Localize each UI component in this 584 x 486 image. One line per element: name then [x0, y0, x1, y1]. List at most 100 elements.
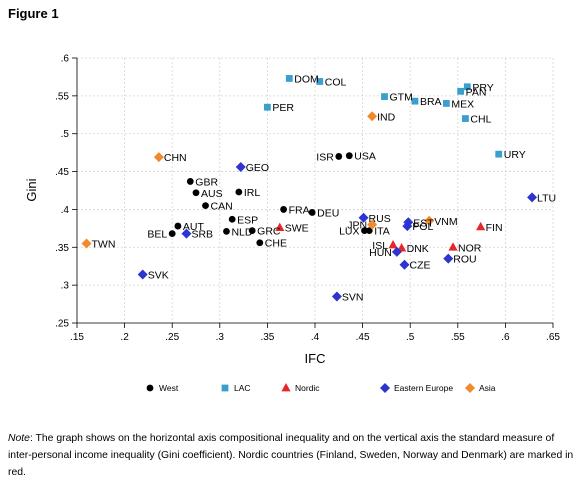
x-tick-label: .3: [216, 332, 225, 343]
data-point-rou: [443, 253, 454, 264]
data-point-gbr: [186, 178, 194, 185]
data-point-can: [202, 202, 209, 210]
legend-marker: [221, 384, 229, 392]
data-point-col: [316, 78, 324, 85]
legend-item-lac: LAC: [221, 383, 251, 393]
point-label-geo: GEO: [246, 162, 269, 174]
data-point-esp: [228, 215, 236, 223]
point-label-gtm: GTM: [389, 92, 412, 104]
y-tick-label: .55: [55, 91, 69, 102]
legend-label: LAC: [234, 383, 251, 393]
point-label-dom: DOM: [294, 73, 319, 85]
data-point-dom: [285, 75, 293, 82]
point-label-col: COL: [325, 76, 347, 88]
data-point-bel: [168, 230, 176, 238]
axes: .15 .2 .25 .3 .35 .4 .45 .5 .55 .6 .65 .25 .3 .35 .4 .4…: [55, 54, 560, 344]
point-label-pol: POL: [412, 221, 433, 233]
point-label-svn: SVN: [342, 292, 364, 304]
data-point-cze: [399, 259, 410, 270]
point-label-isr: ISR: [316, 151, 334, 163]
x-tick-label: .35: [260, 332, 274, 343]
data-point-aus: [192, 189, 200, 197]
data-point-chn: [153, 152, 164, 163]
data-point-grc: [248, 227, 256, 235]
point-label-jpn: JPN: [347, 220, 367, 232]
point-label-nld: NLD: [231, 226, 252, 238]
point-label-dnk: DNK: [407, 243, 429, 255]
point-label-fra: FRA: [289, 204, 310, 216]
point-label-svk: SVK: [148, 270, 169, 282]
point-label-twn: TWN: [92, 239, 116, 251]
data-point-che: [256, 239, 264, 247]
data-point-twn: [81, 238, 92, 249]
point-label-usa: USA: [354, 151, 376, 163]
point-label-hun: HUN: [369, 247, 392, 259]
y-tick-label: .25: [55, 319, 69, 330]
legend-label: West: [159, 383, 179, 393]
y-tick-label: .5: [61, 129, 70, 140]
point-label-bel: BEL: [147, 229, 167, 241]
data-point-lux: [361, 227, 368, 235]
x-tick-label: .55: [451, 332, 465, 343]
point-label-rus: RUS: [369, 213, 391, 225]
point-label-grc: GRC: [257, 226, 281, 238]
data-point-geo: [235, 162, 246, 173]
data-point-deu: [308, 209, 316, 216]
point-label-ury: URY: [504, 149, 526, 161]
point-label-pan: PAN: [466, 86, 487, 98]
data-point-nld: [223, 227, 230, 235]
point-label-deu: DEU: [317, 207, 339, 219]
y-axis-title: Gini: [24, 178, 39, 201]
point-label-esp: ESP: [237, 214, 258, 226]
data-point-usa: [345, 152, 353, 160]
data-point-per: [264, 103, 271, 111]
data-point-ind: [367, 111, 378, 122]
point-label-ita: ITA: [374, 226, 390, 238]
y-tick-label: .35: [55, 243, 69, 254]
data-points: [81, 75, 538, 302]
data-point-gtm: [381, 93, 388, 101]
point-label-pry: PRY: [472, 82, 493, 94]
point-label-can: CAN: [211, 201, 233, 213]
legend-marker: [146, 384, 154, 392]
point-label-chl: CHL: [470, 114, 491, 126]
legend-marker: [281, 383, 291, 392]
data-point-jpn: [367, 219, 378, 230]
x-tick-label: .6: [501, 332, 510, 343]
data-point-ita: [365, 227, 373, 235]
legend-item-eastern-europe: Eastern Europe: [380, 383, 453, 393]
x-tick-label: .15: [70, 332, 84, 343]
legend-item-asia: Asia: [465, 383, 496, 393]
data-point-bra: [411, 97, 419, 105]
y-tick-label: .45: [55, 167, 69, 178]
x-tick-label: .45: [356, 332, 370, 343]
point-label-isl: ISL: [372, 240, 388, 252]
data-point-ltu: [527, 192, 538, 203]
data-point-srb: [181, 228, 192, 239]
point-label-fin: FIN: [486, 222, 503, 234]
point-label-est: EST: [413, 217, 434, 229]
data-point-aut: [174, 222, 182, 230]
point-label-rou: ROU: [453, 254, 476, 266]
data-point-isl: [388, 240, 398, 249]
point-label-gbr: GBR: [195, 176, 218, 188]
figure-title: Figure 1: [8, 6, 59, 21]
y-tick-label: .3: [61, 281, 70, 292]
note-label: Note: [8, 433, 30, 444]
legend-item-nordic: Nordic: [281, 383, 320, 393]
figure-note: Note: The graph shows on the horizontal …: [8, 430, 578, 481]
point-label-ltu: LTU: [537, 192, 556, 204]
data-point-svn: [331, 291, 342, 302]
data-point-rus: [358, 212, 369, 223]
data-point-pol: [402, 221, 413, 232]
data-point-pan: [457, 87, 465, 95]
data-point-svk: [137, 269, 148, 280]
y-tick-label: .6: [61, 54, 70, 65]
x-tick-label: .5: [406, 332, 415, 343]
data-point-mex: [442, 100, 450, 107]
x-tick-label: .25: [165, 332, 179, 343]
point-label-cze: CZE: [409, 260, 430, 272]
x-tick-label: .2: [120, 332, 129, 343]
point-label-ind: IND: [377, 111, 396, 123]
